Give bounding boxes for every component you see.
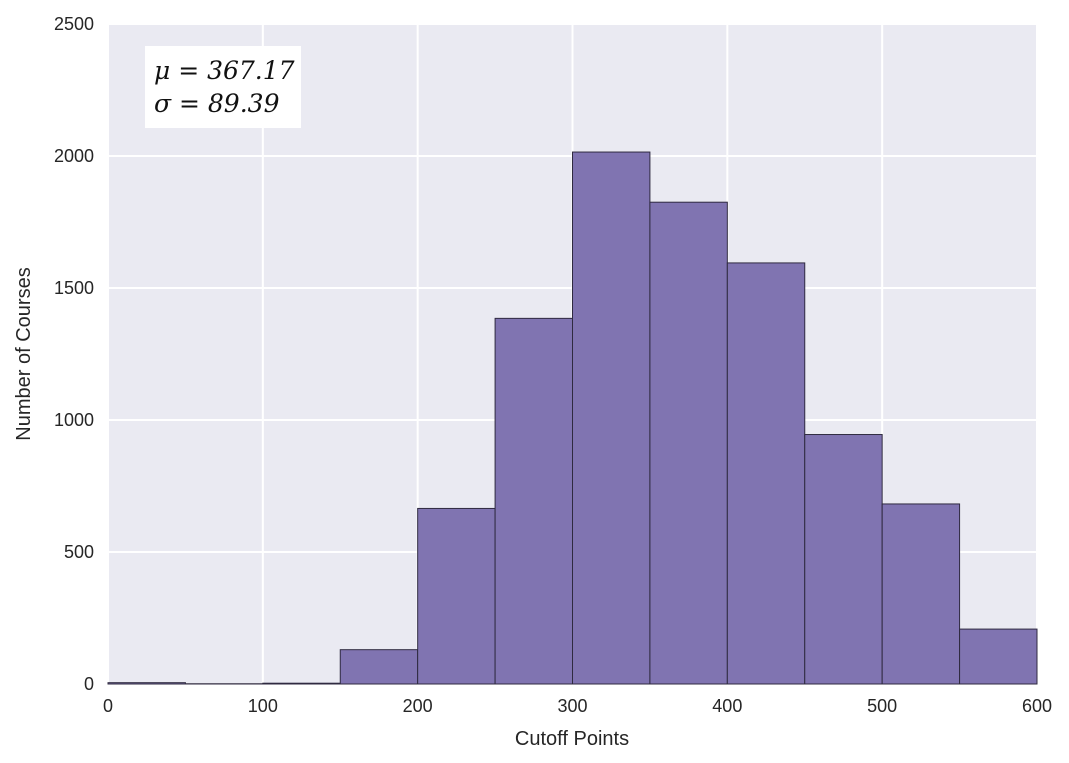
stats-annotation-box [145,46,301,128]
histogram-bar [726,262,806,685]
histogram-bars [107,151,1038,685]
y-axis-label: Number of Courses [13,267,35,440]
y-tick-label: 500 [64,542,94,562]
y-tick-labels: 0 500 1000 1500 2000 2500 [54,14,94,694]
x-axis-label: Cutoff Points [515,728,629,750]
histogram-bar [881,503,961,685]
stats-annotation: μ = 367.17 σ = 89.39 [145,46,301,128]
histogram-bar [649,201,728,685]
x-tick-label: 500 [867,696,897,716]
y-tick-label: 1000 [54,410,94,430]
x-tick-label: 0 [103,696,113,716]
mu-text: μ = 367.17 [154,56,295,85]
histogram-bar [804,434,883,685]
histogram-bar [339,649,419,685]
y-tick-label: 1500 [54,278,94,298]
x-tick-labels: 0 100 200 300 400 500 600 [103,696,1052,716]
x-tick-label: 400 [712,696,742,716]
sigma-text: σ = 89.39 [154,89,280,118]
x-tick-label: 600 [1022,696,1052,716]
y-tick-label: 2500 [54,14,94,34]
histogram-bar [572,151,651,685]
x-tick-label: 200 [403,696,433,716]
x-tick-label: 100 [248,696,278,716]
histogram-bar [494,317,574,685]
y-tick-label: 2000 [54,146,94,166]
histogram-bar [417,507,496,685]
x-tick-label: 300 [557,696,587,716]
histogram-bar [107,682,186,685]
histogram-bar [959,628,1038,685]
histogram-bar [262,682,341,685]
y-tick-label: 0 [84,674,94,694]
